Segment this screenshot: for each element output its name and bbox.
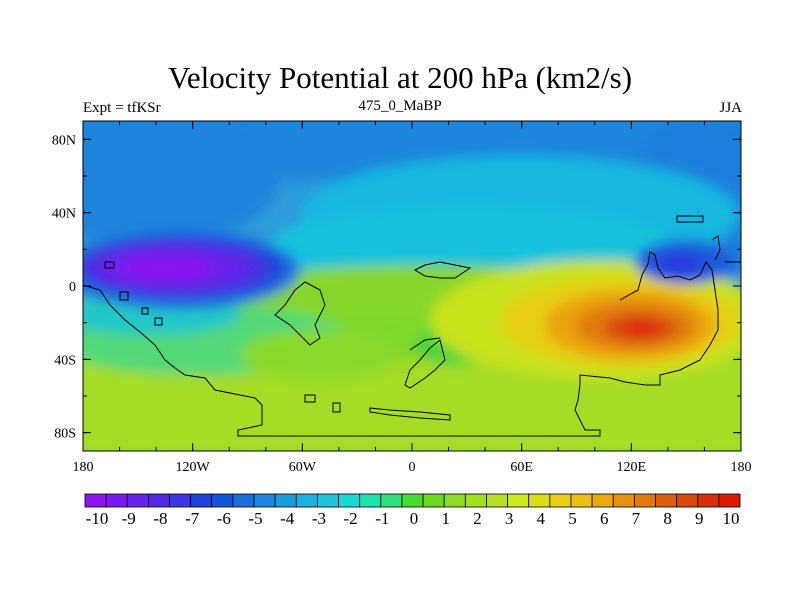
colorbar-label: -3 [312, 509, 326, 528]
colorbar-swatch [655, 493, 678, 508]
season-label: JJA [719, 100, 742, 116]
colorbar-swatch [232, 493, 255, 508]
colorbar-label: 1 [441, 509, 450, 528]
colorbar-swatch [211, 493, 234, 508]
colorbar-swatch [443, 493, 466, 508]
colorbar-swatch [570, 493, 593, 508]
colorbar-swatch [338, 493, 361, 508]
contour-field [83, 121, 741, 451]
lat-tick-label: 0 [69, 280, 76, 295]
colorbar-swatch [633, 493, 656, 508]
colorbar-label: 8 [663, 509, 672, 528]
colorbar-label: -8 [153, 509, 167, 528]
colorbar-label: -2 [344, 509, 358, 528]
lon-tick-label: 0 [409, 460, 416, 475]
plot-title: Velocity Potential at 200 hPa (km2/s) [167, 60, 633, 95]
coastlines [83, 215, 741, 437]
colorbar-swatch [549, 493, 572, 508]
colorbar-label: 7 [632, 509, 641, 528]
colorbar-label: 4 [537, 509, 546, 528]
colorbar: -10 -9 -8 -7 -6 -5 -4 -3 -2 -1 0 1 2 3 4 5 6 7 8 9 10 [84, 493, 741, 528]
colorbar-swatch [718, 493, 741, 508]
colorbar-label: 5 [568, 509, 577, 528]
colorbar-swatch [359, 493, 382, 508]
colorbar-swatch [422, 493, 445, 508]
colorbar-swatch [274, 493, 297, 508]
colorbar-label: -5 [248, 509, 262, 528]
colorbar-label: -6 [217, 509, 231, 528]
colorbar-label: 3 [505, 509, 514, 528]
colorbar-swatch [380, 493, 403, 508]
colorbar-label: 0 [410, 509, 419, 528]
colorbar-swatch [401, 493, 424, 508]
lat-tick-label: 80N [52, 133, 76, 148]
axis-ticks: 180 120W 60W 0 60E 120E 180 80N 40N 0 40S 80S [52, 121, 752, 475]
colorbar-swatch [486, 493, 508, 508]
colorbar-swatch [147, 493, 170, 508]
colorbar-swatch [190, 493, 213, 508]
colorbar-label: 9 [695, 509, 704, 528]
colorbar-swatch [84, 493, 107, 508]
colorbar-swatch [169, 493, 192, 508]
colorbar-label: -4 [280, 509, 295, 528]
colorbar-label: -1 [375, 509, 389, 528]
colorbar-swatch [528, 493, 551, 508]
experiment-label: Expt = tfKSr [83, 100, 161, 116]
colorbar-swatch [295, 493, 318, 508]
colorbar-swatch [317, 493, 339, 508]
colorbar-label: -9 [122, 509, 136, 528]
colorbar-label: 6 [600, 509, 609, 528]
colorbar-swatch [612, 493, 635, 508]
lon-tick-label: 120E [617, 460, 647, 475]
lat-tick-label: 80S [54, 427, 76, 442]
colorbar-swatch [676, 493, 699, 508]
lon-tick-label: 120W [176, 460, 211, 475]
colorbar-swatch [253, 493, 276, 508]
lon-tick-label: 60E [510, 460, 533, 475]
colorbar-label: -7 [185, 509, 200, 528]
colorbar-label: -10 [86, 509, 109, 528]
colorbar-swatch [507, 493, 530, 508]
period-label: 475_0_MaBP [358, 98, 442, 114]
colorbar-swatch [464, 493, 487, 508]
colorbar-swatch [591, 493, 614, 508]
colorbar-swatch [126, 493, 149, 508]
lat-tick-label: 40N [52, 207, 76, 222]
lon-tick-label: 180 [73, 460, 94, 475]
lat-tick-label: 40S [54, 353, 76, 368]
lon-tick-label: 60W [289, 460, 317, 475]
lon-tick-label: 180 [731, 460, 752, 475]
colorbar-swatch [105, 493, 128, 508]
colorbar-label: 2 [473, 509, 482, 528]
colorbar-swatch [697, 493, 720, 508]
colorbar-label: 10 [723, 509, 740, 528]
